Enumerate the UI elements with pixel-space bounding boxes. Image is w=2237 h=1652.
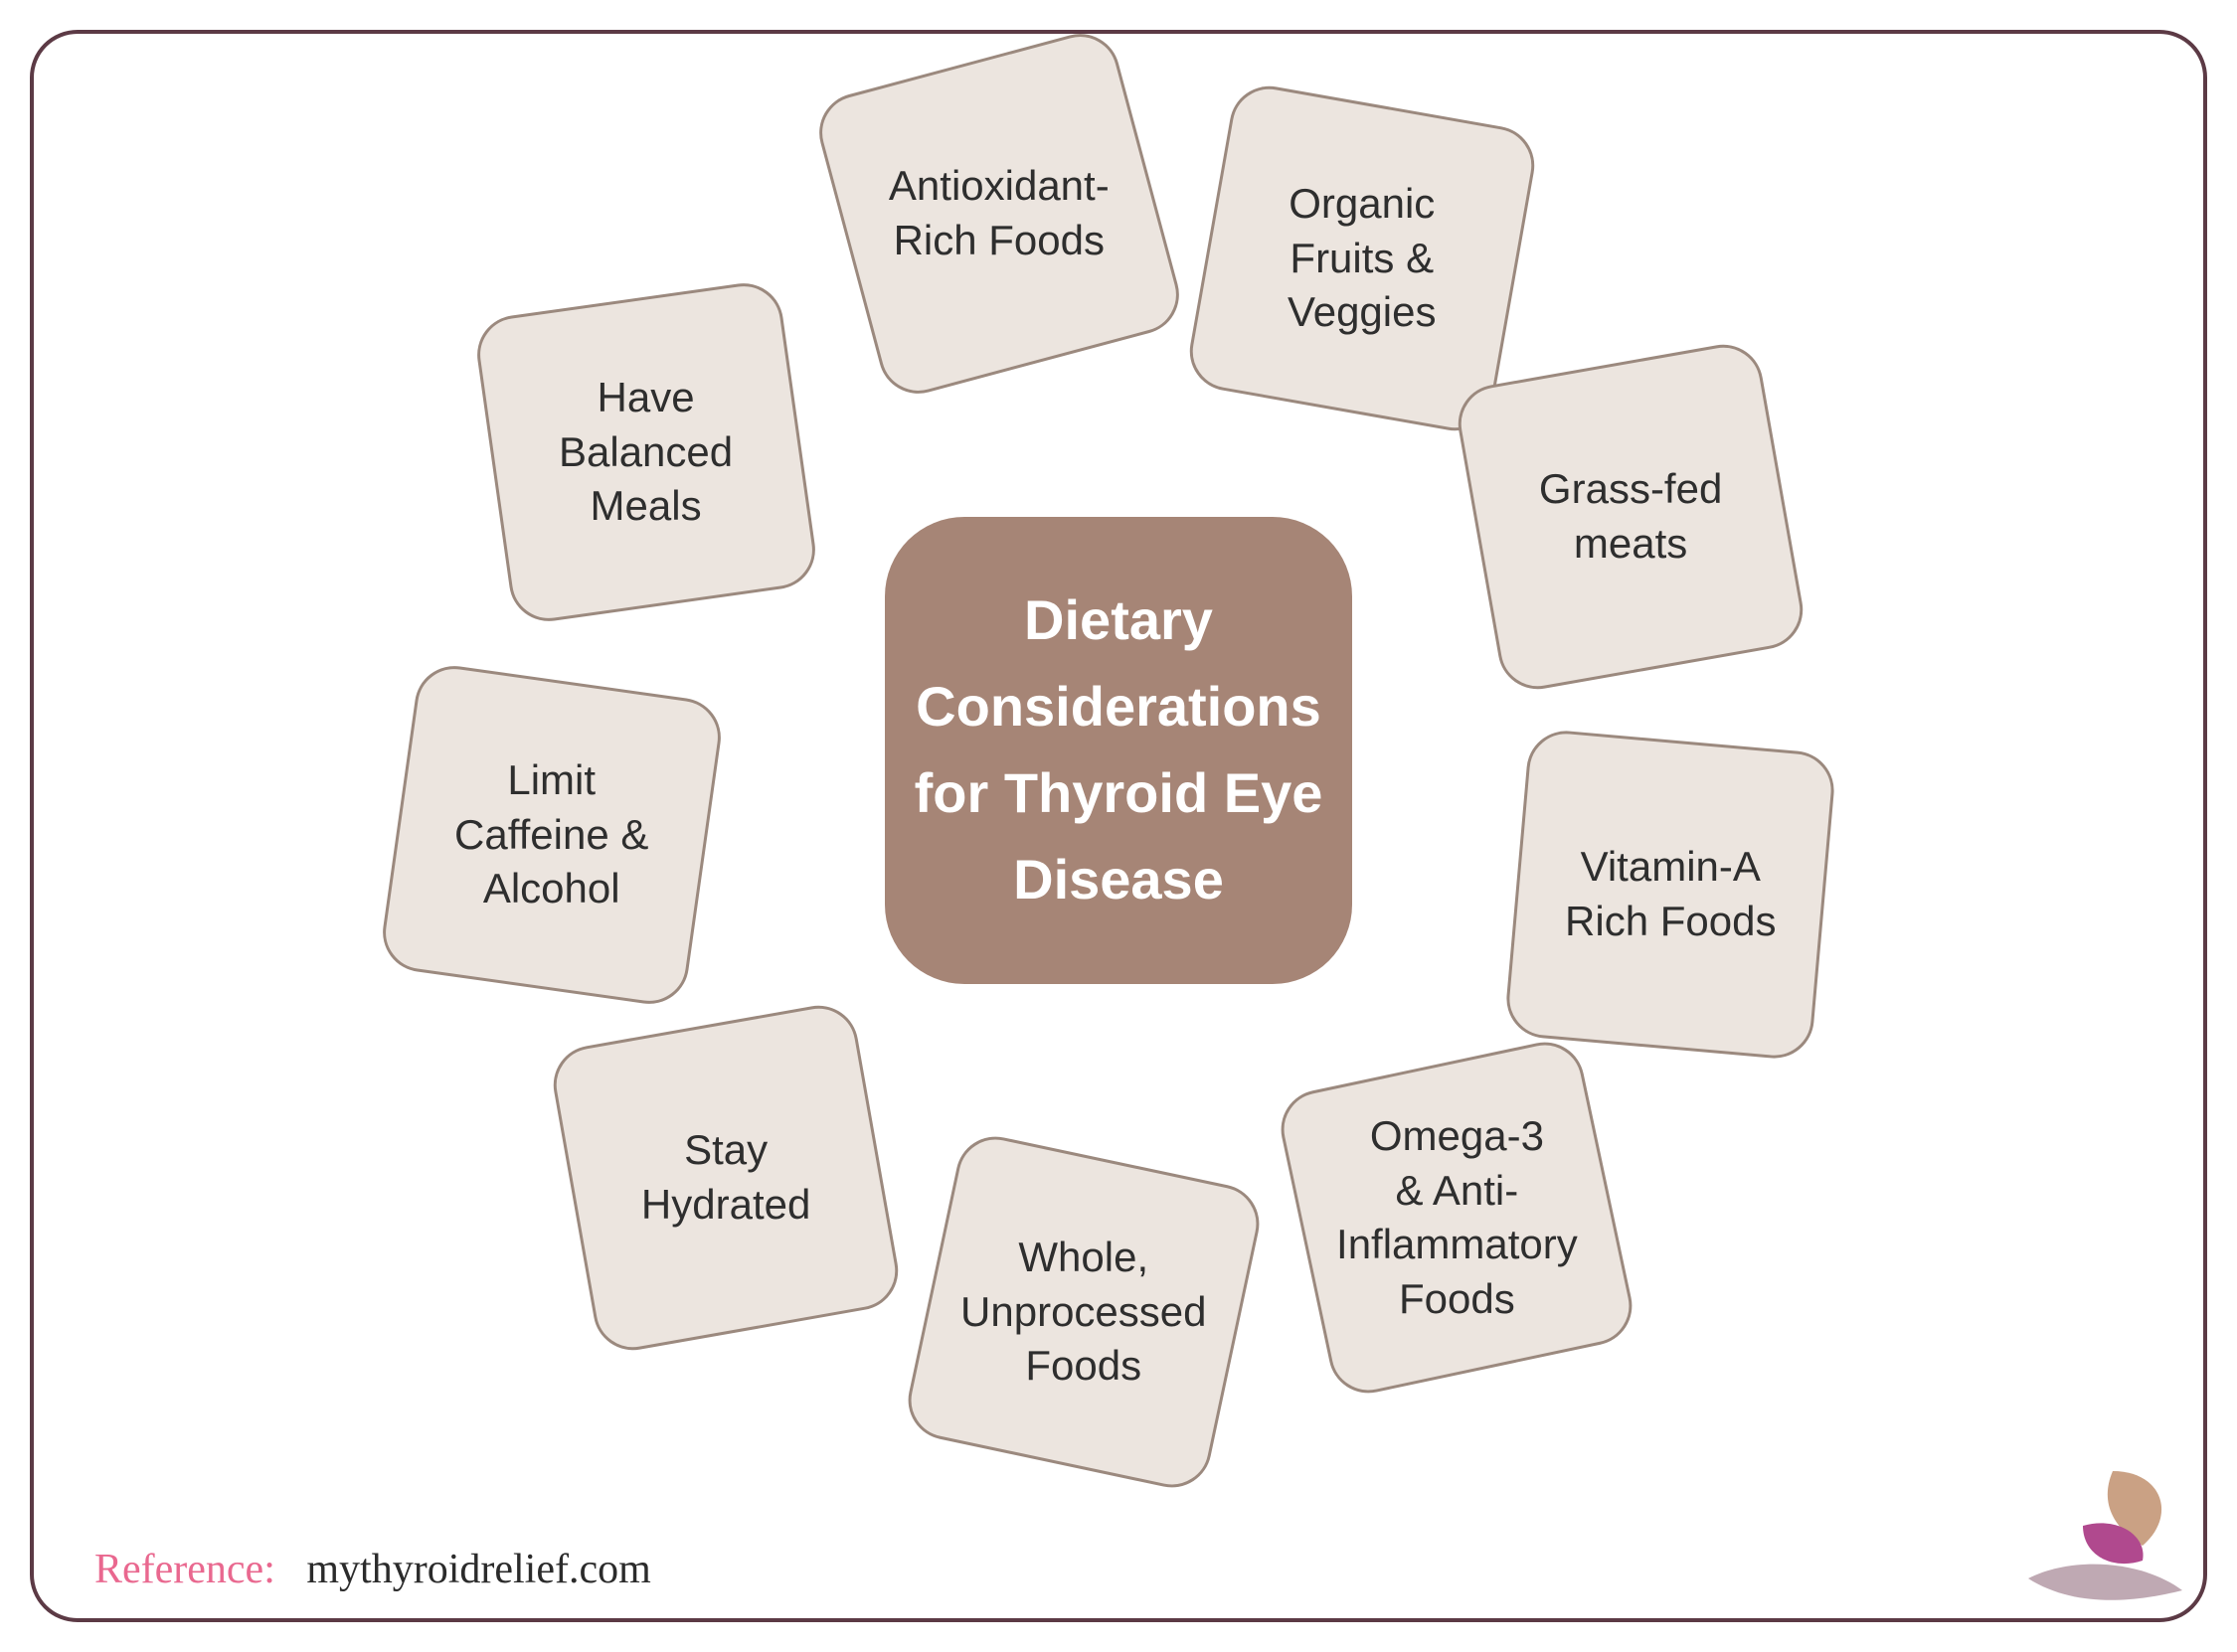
node-label: Have Balanced Meals [559, 371, 733, 534]
node-omega3: Omega-3 & Anti- Inflammatory Foods [1274, 1035, 1639, 1401]
node-hydrated: Stay Hydrated [547, 999, 904, 1356]
node-label: Stay Hydrated [641, 1123, 810, 1232]
node-vitamin-a: Vitamin-A Rich Foods [1503, 728, 1837, 1062]
node-label: Whole, Unprocessed Foods [960, 1231, 1206, 1394]
node-label: Antioxidant- Rich Foods [889, 159, 1110, 267]
node-label: Organic Fruits & Veggies [1288, 177, 1436, 340]
center-topic: Dietary Considerations for Thyroid Eye D… [885, 517, 1352, 984]
node-balanced: Have Balanced Meals [472, 278, 820, 626]
node-grassfed: Grass-fed meats [1452, 338, 1808, 695]
brand-logo [2023, 1461, 2192, 1610]
node-label: Vitamin-A Rich Foods [1565, 840, 1776, 948]
node-label: Grass-fed meats [1539, 462, 1722, 571]
node-label: Limit Caffeine & Alcohol [454, 753, 648, 916]
center-topic-text: Dietary Considerations for Thyroid Eye D… [915, 578, 1323, 922]
node-label: Omega-3 & Anti- Inflammatory Foods [1336, 1109, 1578, 1326]
reference-line: Reference: mythyroidrelief.com [94, 1546, 651, 1593]
node-whole: Whole, Unprocessed Foods [901, 1129, 1267, 1495]
reference-label: Reference: [94, 1547, 275, 1592]
node-organic: Organic Fruits & Veggies [1183, 80, 1540, 436]
reference-value: mythyroidrelief.com [306, 1547, 650, 1592]
node-caffeine: Limit Caffeine & Alcohol [378, 661, 726, 1009]
